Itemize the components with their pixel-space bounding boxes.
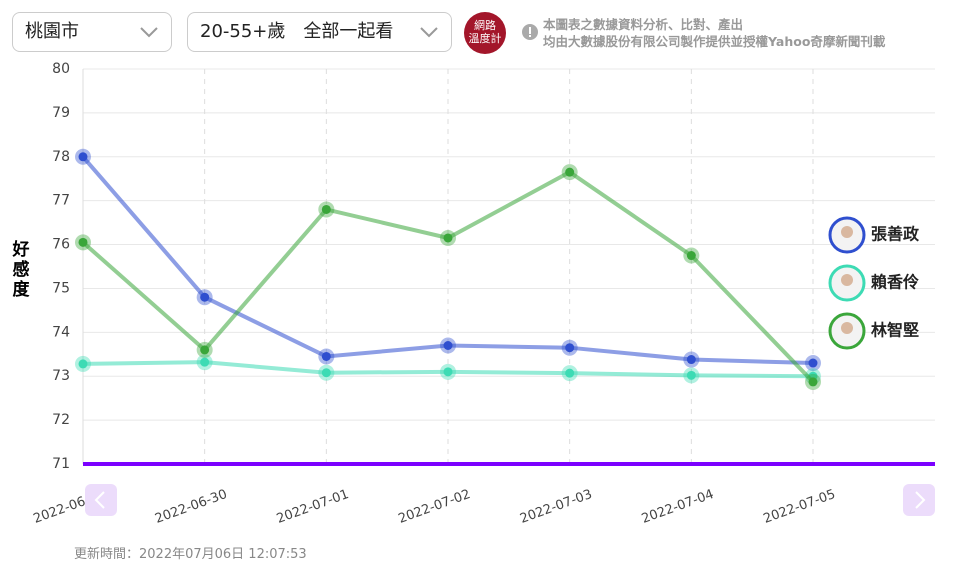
point [200, 357, 210, 367]
point [808, 358, 818, 368]
legend-label: 林智堅 [871, 321, 919, 340]
region-select[interactable]: 桃園市 [12, 12, 172, 52]
x-tick-label: 2022-07-04 [640, 487, 716, 527]
point [443, 341, 453, 350]
notice-line: 均由大數據股份有限公司製作提供並授權Yahoo奇摩新聞刊載 [543, 34, 886, 49]
region-text: 桃園市 [25, 21, 79, 42]
chevron [140, 27, 158, 38]
point [686, 251, 696, 261]
notice: 本圖表之數據資料分析、比對、產出均由大數據股份有限公司製作提供並授權Yahoo奇… [543, 16, 885, 50]
legend-label: 張善政 [871, 225, 920, 244]
point [200, 292, 210, 302]
legend-avatar-head [841, 322, 853, 334]
x-tick-label: 2022-06-30 [153, 487, 229, 527]
point [443, 367, 453, 377]
logo-text: 溫度計 [468, 32, 502, 45]
point [808, 377, 818, 387]
point [78, 152, 88, 162]
x-tick-label: 2022-07-03 [518, 487, 594, 527]
legend-avatar-head [841, 226, 853, 238]
point [321, 368, 331, 378]
point [321, 351, 331, 361]
y-tick-label: 71 [52, 456, 70, 472]
point [200, 345, 210, 355]
update-time: 更新時間：2022年07月06日 12:07:53 [74, 547, 307, 562]
info-icon [522, 24, 538, 40]
point [565, 368, 575, 378]
y-tick-label: 74 [52, 324, 70, 340]
legend-item[interactable]: 賴香伶 [828, 264, 919, 302]
y-tick-label: 72 [52, 412, 70, 428]
age-select[interactable]: 20-55+歲 全部一起看 [187, 12, 452, 52]
x-tick-label: 2022-07-01 [275, 487, 351, 527]
y-tick-label: 76 [52, 237, 70, 253]
point [565, 343, 575, 353]
prev-button[interactable] [85, 484, 117, 516]
y-tick-label: 78 [52, 149, 70, 165]
logo-text: 網路 [474, 19, 496, 32]
x-tick-label: 2022-07-02 [396, 487, 472, 527]
point [78, 237, 88, 247]
point [565, 167, 575, 177]
legend-item[interactable]: 張善政 [828, 216, 920, 254]
point [78, 359, 88, 369]
legend-avatar-head [841, 274, 853, 286]
chevron [420, 27, 438, 38]
legend-item[interactable]: 林智堅 [828, 312, 919, 350]
y-tick-label: 75 [52, 280, 70, 296]
point [443, 233, 453, 243]
y-axis-label: 好感度 [12, 240, 30, 300]
y-tick-label: 77 [52, 193, 70, 209]
point [686, 355, 696, 365]
logo: 網路 溫度計 [464, 12, 506, 54]
y-tick-label: 80 [52, 61, 70, 77]
age-text: 20-55+歲 全部一起看 [200, 21, 394, 42]
point [686, 370, 696, 380]
point [321, 204, 331, 214]
x-tick-label: 2022-07-05 [761, 487, 837, 527]
legend-label: 賴香伶 [871, 273, 919, 292]
next-button[interactable] [903, 484, 935, 516]
y-tick-label: 79 [52, 105, 70, 121]
notice-line: 本圖表之數據資料分析、比對、產出 [543, 17, 744, 32]
y-tick-label: 73 [52, 368, 70, 384]
